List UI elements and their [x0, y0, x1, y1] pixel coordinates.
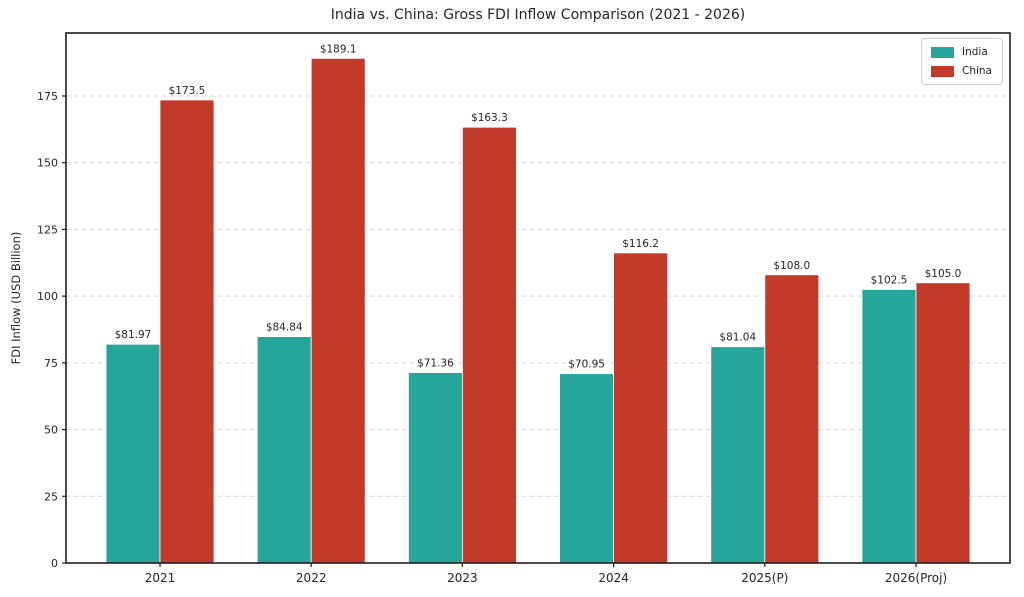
y-tick-label-125: 125: [37, 223, 58, 236]
bar-label-india-2024: $70.95: [568, 359, 605, 371]
india-swatch: [931, 46, 954, 58]
bar-china-2024: [613, 252, 668, 564]
legend-label-china: China: [962, 65, 992, 77]
x-tick-label-2021: 2021: [145, 571, 176, 585]
bar-china-2023: [461, 126, 517, 564]
x-tick-label-2023: 2023: [447, 571, 478, 585]
bar-label-india-2021: $81.97: [115, 329, 152, 341]
legend-label-india: India: [962, 46, 988, 58]
bar-india-2025(P): [710, 346, 766, 564]
legend-item-china: China: [931, 65, 992, 77]
bar-label-china-2022: $189.1: [320, 43, 357, 55]
bar-label-india-2023: $71.36: [417, 358, 454, 370]
bar-india-2022: [256, 336, 312, 564]
y-tick-label-175: 175: [37, 90, 58, 103]
bar-label-india-2025(P): $81.04: [719, 332, 756, 344]
y-tick-label-25: 25: [44, 490, 58, 503]
bar-label-china-2025(P): $108.0: [773, 260, 810, 272]
x-tick-label-2025(P): 2025(P): [741, 571, 788, 585]
bar-india-2021: [105, 343, 161, 564]
bar-china-2022: [310, 57, 366, 564]
bar-india-2024: [559, 373, 614, 564]
bar-label-india-2022: $84.84: [266, 322, 303, 334]
x-tick-label-2022: 2022: [296, 571, 327, 585]
bar-china-2026(Proj): [915, 282, 971, 564]
y-tick-label-50: 50: [44, 424, 58, 437]
bar-china-2021: [159, 99, 215, 564]
bar-label-china-2024: $116.2: [622, 238, 659, 250]
legend: India China: [921, 38, 1003, 85]
bar-india-2026(Proj): [861, 289, 917, 564]
x-tick-label-2026(Proj): 2026(Proj): [885, 571, 947, 585]
y-tick-label-75: 75: [44, 357, 58, 370]
bar-china-2025(P): [764, 274, 820, 564]
bar-label-china-2021: $173.5: [169, 85, 206, 97]
x-tick-label-2024: 2024: [598, 571, 629, 585]
chart-title: India vs. China: Gross FDI Inflow Compar…: [330, 7, 746, 23]
y-tick-label-150: 150: [37, 157, 58, 170]
bar-india-2023: [407, 372, 463, 564]
plot-frame: [65, 32, 1011, 564]
china-swatch: [931, 65, 954, 77]
y-tick-label-100: 100: [37, 290, 58, 303]
bar-label-china-2023: $163.3: [471, 112, 508, 124]
y-tick-label-0: 0: [51, 557, 58, 570]
legend-item-india: India: [931, 46, 992, 58]
bar-label-china-2026(Proj): $105.0: [925, 268, 962, 280]
bar-label-india-2026(Proj): $102.5: [871, 274, 908, 286]
